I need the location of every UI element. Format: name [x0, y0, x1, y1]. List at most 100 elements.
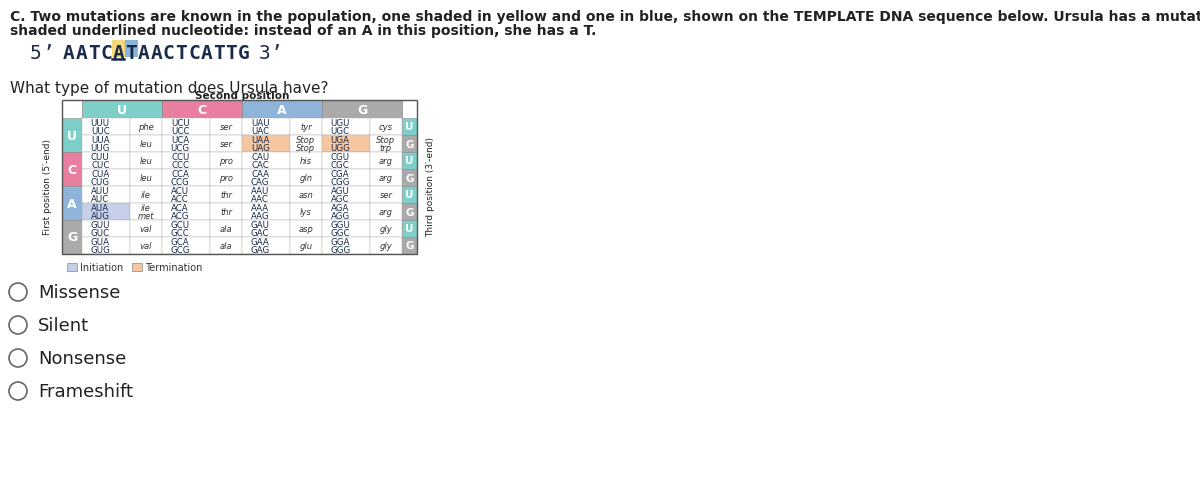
- FancyBboxPatch shape: [370, 220, 402, 238]
- Text: GCG: GCG: [170, 245, 190, 254]
- Text: GUC: GUC: [91, 228, 110, 238]
- Text: leu: leu: [139, 140, 152, 149]
- Text: Second position: Second position: [194, 91, 289, 101]
- Text: G: G: [238, 44, 250, 63]
- FancyBboxPatch shape: [162, 136, 210, 153]
- Text: U: U: [118, 103, 127, 116]
- Text: gly: gly: [379, 225, 392, 233]
- FancyBboxPatch shape: [210, 238, 242, 254]
- Text: pro: pro: [220, 156, 233, 166]
- FancyBboxPatch shape: [210, 187, 242, 204]
- Text: CUG: CUG: [91, 178, 110, 187]
- Text: ACA: ACA: [172, 204, 190, 213]
- Text: T: T: [226, 44, 238, 63]
- Text: AGC: AGC: [331, 194, 349, 204]
- FancyBboxPatch shape: [82, 238, 130, 254]
- Text: UGU: UGU: [330, 119, 350, 128]
- Text: UCG: UCG: [170, 144, 190, 153]
- Text: C: C: [67, 163, 77, 176]
- Text: CGC: CGC: [331, 161, 349, 169]
- Text: GGA: GGA: [330, 238, 350, 247]
- FancyBboxPatch shape: [130, 204, 162, 220]
- Text: U: U: [67, 129, 77, 142]
- Text: AGA: AGA: [331, 204, 349, 213]
- Text: AUA: AUA: [91, 204, 109, 213]
- Text: UAG: UAG: [251, 144, 270, 153]
- Text: A: A: [138, 44, 150, 63]
- Text: G: G: [406, 139, 414, 149]
- FancyBboxPatch shape: [130, 136, 162, 153]
- Text: GUU: GUU: [90, 221, 110, 229]
- FancyBboxPatch shape: [82, 136, 130, 153]
- Text: U: U: [406, 190, 414, 200]
- FancyBboxPatch shape: [242, 187, 290, 204]
- FancyBboxPatch shape: [242, 238, 290, 254]
- FancyBboxPatch shape: [130, 169, 162, 187]
- FancyBboxPatch shape: [322, 119, 370, 136]
- Text: C. Two mutations are known in the population, one shaded in yellow and one in bl: C. Two mutations are known in the popula…: [10, 10, 1200, 24]
- Text: GCC: GCC: [170, 228, 190, 238]
- FancyBboxPatch shape: [130, 238, 162, 254]
- FancyBboxPatch shape: [210, 204, 242, 220]
- FancyBboxPatch shape: [62, 187, 82, 220]
- Text: AAA: AAA: [251, 204, 269, 213]
- Text: trp: trp: [380, 144, 392, 153]
- Text: CCU: CCU: [172, 153, 190, 162]
- FancyBboxPatch shape: [290, 220, 322, 238]
- Text: GCA: GCA: [170, 238, 190, 247]
- Text: AUU: AUU: [91, 187, 109, 196]
- Text: A: A: [150, 44, 162, 63]
- Text: asn: asn: [299, 191, 313, 200]
- FancyBboxPatch shape: [402, 204, 418, 220]
- Text: 3: 3: [258, 44, 270, 63]
- FancyBboxPatch shape: [162, 169, 210, 187]
- Text: GCU: GCU: [170, 221, 190, 229]
- FancyBboxPatch shape: [370, 153, 402, 169]
- Text: lys: lys: [300, 207, 312, 216]
- FancyBboxPatch shape: [210, 136, 242, 153]
- FancyBboxPatch shape: [82, 187, 130, 204]
- Text: arg: arg: [379, 207, 394, 216]
- Text: Third position (3′-end): Third position (3′-end): [426, 137, 436, 237]
- FancyBboxPatch shape: [370, 187, 402, 204]
- Text: CCG: CCG: [170, 178, 190, 187]
- Text: CGG: CGG: [330, 178, 350, 187]
- Text: C: C: [198, 103, 206, 116]
- Text: C: C: [163, 44, 175, 63]
- Text: A: A: [76, 44, 88, 63]
- Text: C: C: [188, 44, 199, 63]
- Text: AUC: AUC: [91, 194, 109, 204]
- FancyBboxPatch shape: [370, 169, 402, 187]
- Text: UUA: UUA: [91, 136, 109, 145]
- FancyBboxPatch shape: [162, 204, 210, 220]
- FancyBboxPatch shape: [162, 119, 210, 136]
- Text: Stop: Stop: [296, 136, 316, 145]
- FancyBboxPatch shape: [370, 136, 402, 153]
- Text: met: met: [138, 212, 155, 220]
- Text: UCU: UCU: [170, 119, 190, 128]
- FancyBboxPatch shape: [162, 187, 210, 204]
- FancyBboxPatch shape: [290, 136, 322, 153]
- FancyBboxPatch shape: [322, 187, 370, 204]
- FancyBboxPatch shape: [322, 204, 370, 220]
- Text: G: G: [67, 231, 77, 244]
- Text: shaded underlined nucleotide: instead of an A in this position, she has a T.: shaded underlined nucleotide: instead of…: [10, 24, 596, 38]
- FancyBboxPatch shape: [290, 119, 322, 136]
- Text: CAG: CAG: [251, 178, 270, 187]
- FancyBboxPatch shape: [322, 238, 370, 254]
- Text: GAA: GAA: [251, 238, 270, 247]
- Text: T: T: [126, 44, 137, 63]
- Text: tyr: tyr: [300, 123, 312, 132]
- FancyBboxPatch shape: [62, 220, 82, 254]
- FancyBboxPatch shape: [402, 238, 418, 254]
- FancyBboxPatch shape: [130, 119, 162, 136]
- Text: A: A: [277, 103, 287, 116]
- Text: AUG: AUG: [91, 212, 109, 220]
- FancyBboxPatch shape: [82, 101, 162, 119]
- Bar: [67, 264, 77, 271]
- Text: CAU: CAU: [251, 153, 269, 162]
- Text: ile: ile: [142, 191, 151, 200]
- FancyBboxPatch shape: [82, 204, 130, 220]
- FancyBboxPatch shape: [162, 238, 210, 254]
- Text: GUG: GUG: [90, 245, 110, 254]
